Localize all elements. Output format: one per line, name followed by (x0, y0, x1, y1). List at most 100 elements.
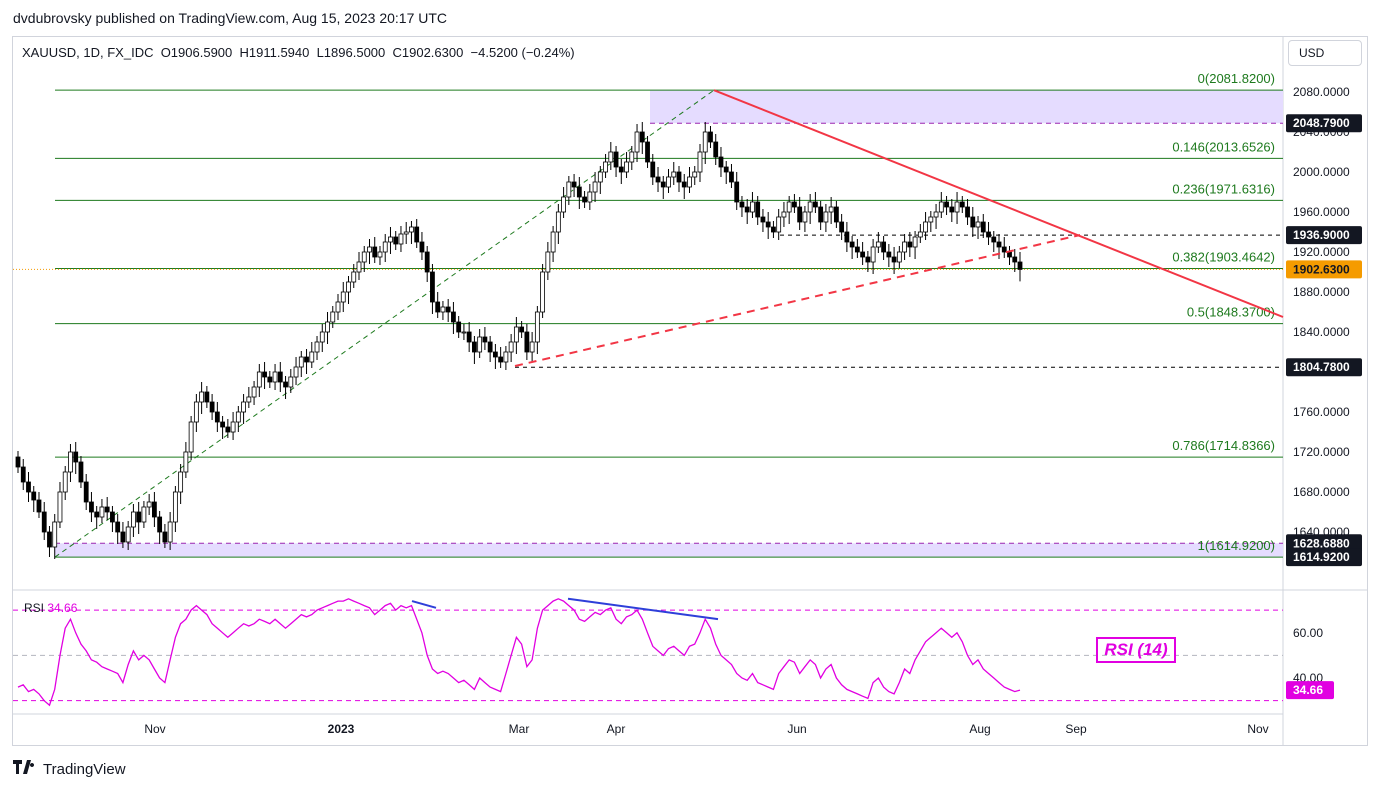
candle-body (204, 391, 210, 403)
rsi-axis-tick: 60.00 (1293, 626, 1323, 640)
candle-body (346, 281, 351, 293)
candle-body (125, 526, 131, 543)
candle-body (991, 236, 997, 243)
candle-body (20, 466, 26, 483)
candle-body (692, 171, 698, 178)
candle-body (419, 241, 425, 253)
price-axis-tick: 1720.0000 (1293, 445, 1350, 459)
candle-body (923, 221, 928, 233)
candle-body (472, 341, 477, 353)
time-axis-tick: Jun (787, 722, 806, 736)
candle-body (1001, 246, 1007, 253)
candle-body (729, 171, 734, 183)
price-tag-label: 2048.7900 (1293, 116, 1350, 130)
candle-body (172, 491, 178, 523)
candle-body (870, 246, 876, 263)
candle-body (938, 201, 944, 213)
rsi-annotation-box: RSI (14) (1096, 637, 1176, 663)
candle-body (881, 241, 887, 253)
time-axis-tick: Nov (1247, 722, 1268, 736)
candle-body (849, 241, 855, 248)
candle-body (314, 341, 320, 353)
candle-body (440, 306, 446, 313)
candle-body (839, 221, 845, 233)
candle-body (708, 131, 713, 143)
candle-body (996, 241, 1002, 248)
candle-body (146, 501, 152, 508)
candle-body (697, 151, 703, 173)
candle-body (57, 491, 63, 523)
candle-body (78, 461, 84, 483)
candle-body (650, 161, 656, 178)
candle-body (47, 531, 52, 548)
candle-body (398, 233, 404, 245)
candle-body (613, 151, 619, 168)
candle-body (776, 216, 782, 233)
candle-body (802, 211, 808, 223)
tradingview-footer[interactable]: TradingView (13, 760, 126, 778)
candle-body (655, 176, 661, 183)
price-axis-tick: 1920.0000 (1293, 245, 1350, 259)
candle-body (744, 206, 750, 213)
candle-body (687, 176, 692, 188)
candle-body (666, 176, 671, 188)
candle-body (734, 181, 740, 203)
candle-body (807, 201, 813, 213)
candle-body (618, 166, 624, 173)
candle-body (891, 256, 897, 263)
candle-body (592, 181, 598, 193)
candle-body (524, 331, 530, 353)
candle-body (388, 236, 393, 243)
candle-body (702, 131, 708, 153)
candle-body (435, 301, 441, 313)
rsi-divergence-2 (567, 597, 719, 621)
candle-body (828, 206, 834, 213)
candle-body (965, 206, 970, 218)
candle-body (445, 306, 451, 313)
candle-body (713, 141, 719, 158)
candle-body (765, 221, 771, 228)
candle-body (220, 421, 225, 428)
candle-body (99, 506, 105, 518)
candle-body (902, 241, 907, 253)
candle-body (15, 456, 21, 468)
candle-body (262, 371, 267, 378)
candle-body (136, 511, 142, 523)
candle-body (907, 241, 913, 248)
candle-body (477, 336, 483, 353)
candle-body (587, 191, 593, 203)
price-tag-label: 1902.6300 (1293, 262, 1350, 276)
candle-body (283, 381, 288, 388)
candle-body (639, 131, 645, 143)
candle-body (561, 196, 566, 213)
candle-body (115, 521, 121, 533)
candle-body (487, 341, 493, 353)
candle-body (912, 236, 918, 248)
candle-body (309, 351, 315, 363)
candle-body (681, 181, 687, 188)
candle-body (608, 151, 614, 163)
candle-body (267, 376, 273, 383)
candle-body (372, 246, 378, 258)
time-axis-tick: Aug (969, 722, 990, 736)
currency-button[interactable]: USD (1288, 40, 1362, 66)
publish-caption: dvdubrovsky published on TradingView.com… (13, 10, 448, 26)
candle-body (676, 171, 682, 183)
candle-body (409, 226, 414, 233)
candle-body (975, 221, 981, 228)
candle-body (335, 301, 341, 313)
rsi-legend: RSI 34.66 (24, 601, 77, 615)
rsi-name: RSI (24, 601, 45, 615)
fib-level-label: 0.382(1903.4642) (1172, 250, 1275, 265)
candle-body (566, 181, 572, 198)
candle-body (750, 201, 755, 213)
candle-body (277, 371, 283, 383)
candle-body (293, 366, 299, 378)
candle-body (519, 326, 525, 333)
price-tag-box (1286, 114, 1362, 133)
candle-body (188, 421, 194, 453)
candle-body (928, 216, 934, 223)
candle-body (986, 231, 991, 238)
candle-body (298, 356, 304, 368)
